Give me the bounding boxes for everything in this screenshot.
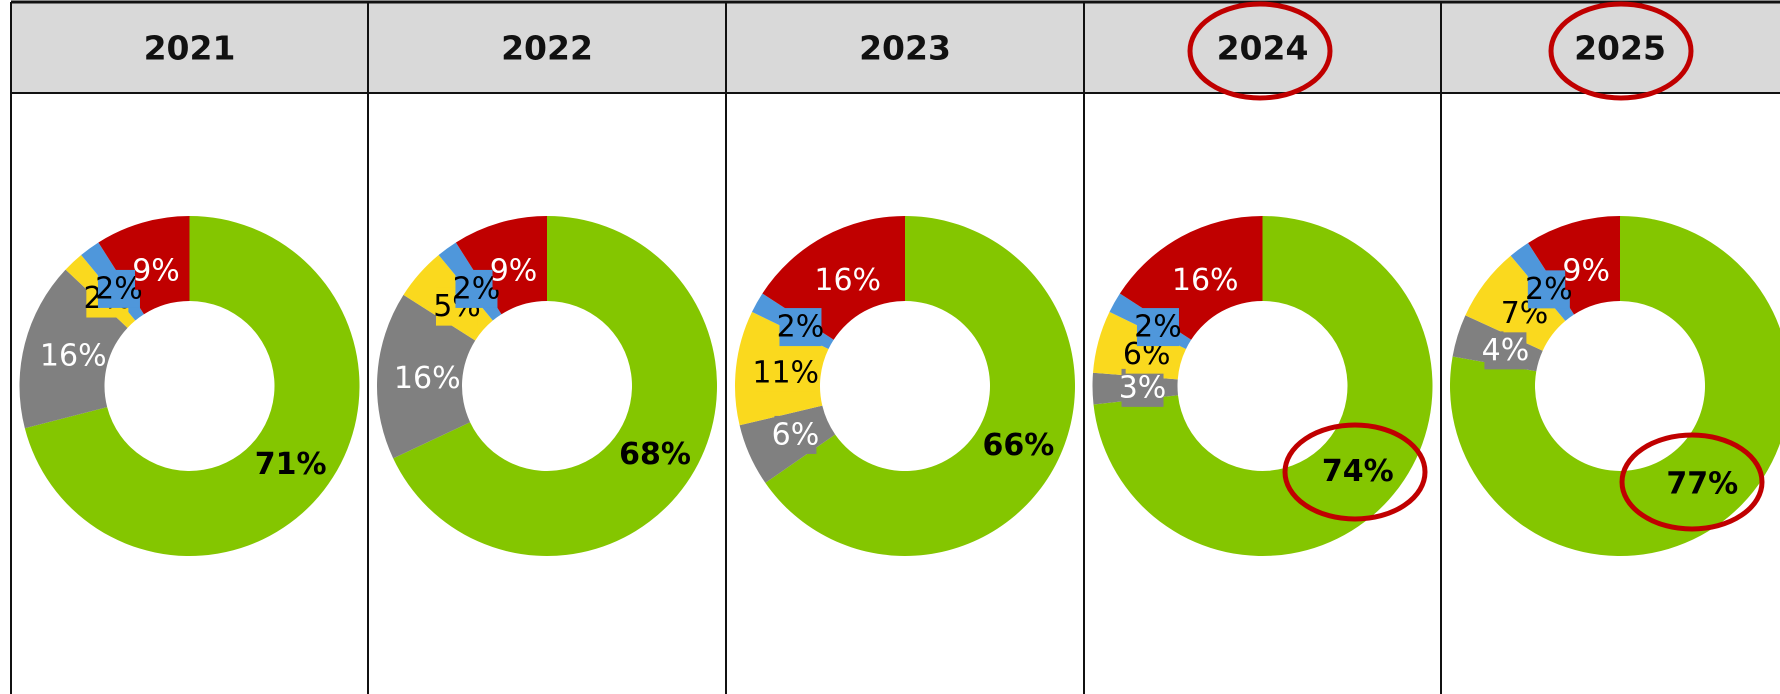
label-box (1527, 270, 1570, 309)
data-label-text: 9% (132, 253, 180, 288)
data-label-text: 16% (394, 361, 461, 396)
highlight-circle (1282, 422, 1428, 522)
donut-slice (24, 216, 360, 556)
column-header: 2024 (1217, 29, 1309, 68)
data-label-text: 68% (619, 437, 691, 472)
data-label: 3% (1119, 368, 1167, 407)
data-label: 16% (1172, 261, 1239, 300)
data-label: 2% (453, 269, 501, 308)
highlight-circle (1619, 432, 1765, 532)
data-label-text: 3% (1119, 370, 1167, 405)
label-box (1484, 331, 1527, 370)
label-box (455, 269, 498, 308)
data-label: 2% (777, 308, 825, 347)
data-label-text: 6% (772, 417, 820, 452)
data-label-text: 4% (1482, 333, 1530, 368)
data-label: 11% (752, 353, 819, 392)
data-label-text: 77% (1666, 467, 1738, 502)
data-label-text: 2% (453, 271, 501, 306)
data-label: 68% (619, 437, 691, 472)
column-header: 2025 (1574, 29, 1666, 68)
data-label-text: 2% (1134, 310, 1182, 345)
data-label: 16% (814, 261, 881, 300)
donut-slice (393, 216, 717, 556)
donut-slice (1450, 216, 1780, 556)
data-label: 66% (983, 428, 1055, 463)
data-label-text: 9% (1562, 253, 1610, 288)
donut-slice (765, 216, 1076, 557)
label-box (135, 251, 178, 290)
label-box (1136, 308, 1179, 347)
data-label: 2% (1134, 308, 1182, 347)
label-box (817, 261, 878, 300)
label-box (779, 308, 822, 347)
label-box (755, 353, 816, 392)
data-label-text: 74% (1322, 454, 1394, 489)
column-header: 2021 (144, 29, 236, 68)
data-label-text: 2% (777, 310, 825, 345)
label-box (97, 269, 140, 308)
data-label: 71% (255, 447, 327, 482)
label-box (1565, 251, 1608, 290)
data-label-text: 11% (752, 355, 819, 390)
donut-slice (1093, 216, 1433, 556)
header-band (11, 2, 1780, 93)
label-box (774, 415, 817, 454)
data-label: 9% (1562, 251, 1610, 290)
label-box (1121, 368, 1164, 407)
data-label: 6% (772, 415, 820, 454)
label-box (492, 251, 535, 290)
data-label-text: 71% (255, 447, 327, 482)
data-label: 4% (1482, 331, 1530, 370)
data-label: 2% (95, 269, 143, 308)
data-label-text: 2% (95, 271, 143, 306)
label-box (43, 337, 104, 376)
data-label: 16% (394, 359, 461, 398)
data-label-text: 66% (983, 428, 1055, 463)
data-label-text: 9% (490, 253, 538, 288)
data-label: 16% (40, 337, 107, 376)
data-label: 74% (1322, 454, 1394, 489)
highlight-circle (1548, 1, 1694, 101)
data-label: 9% (132, 251, 180, 290)
column-header: 2023 (859, 29, 951, 68)
label-box (397, 359, 458, 398)
data-label-text: 16% (814, 263, 881, 298)
data-label: 2% (1525, 270, 1573, 309)
label-box (1175, 261, 1236, 300)
data-label: 77% (1666, 467, 1738, 502)
data-label-text: 2% (1525, 272, 1573, 307)
data-label-text: 16% (1172, 263, 1239, 298)
data-label: 9% (490, 251, 538, 290)
column-header: 2022 (501, 29, 593, 68)
highlight-circle (1187, 1, 1333, 101)
data-label-text: 16% (40, 339, 107, 374)
